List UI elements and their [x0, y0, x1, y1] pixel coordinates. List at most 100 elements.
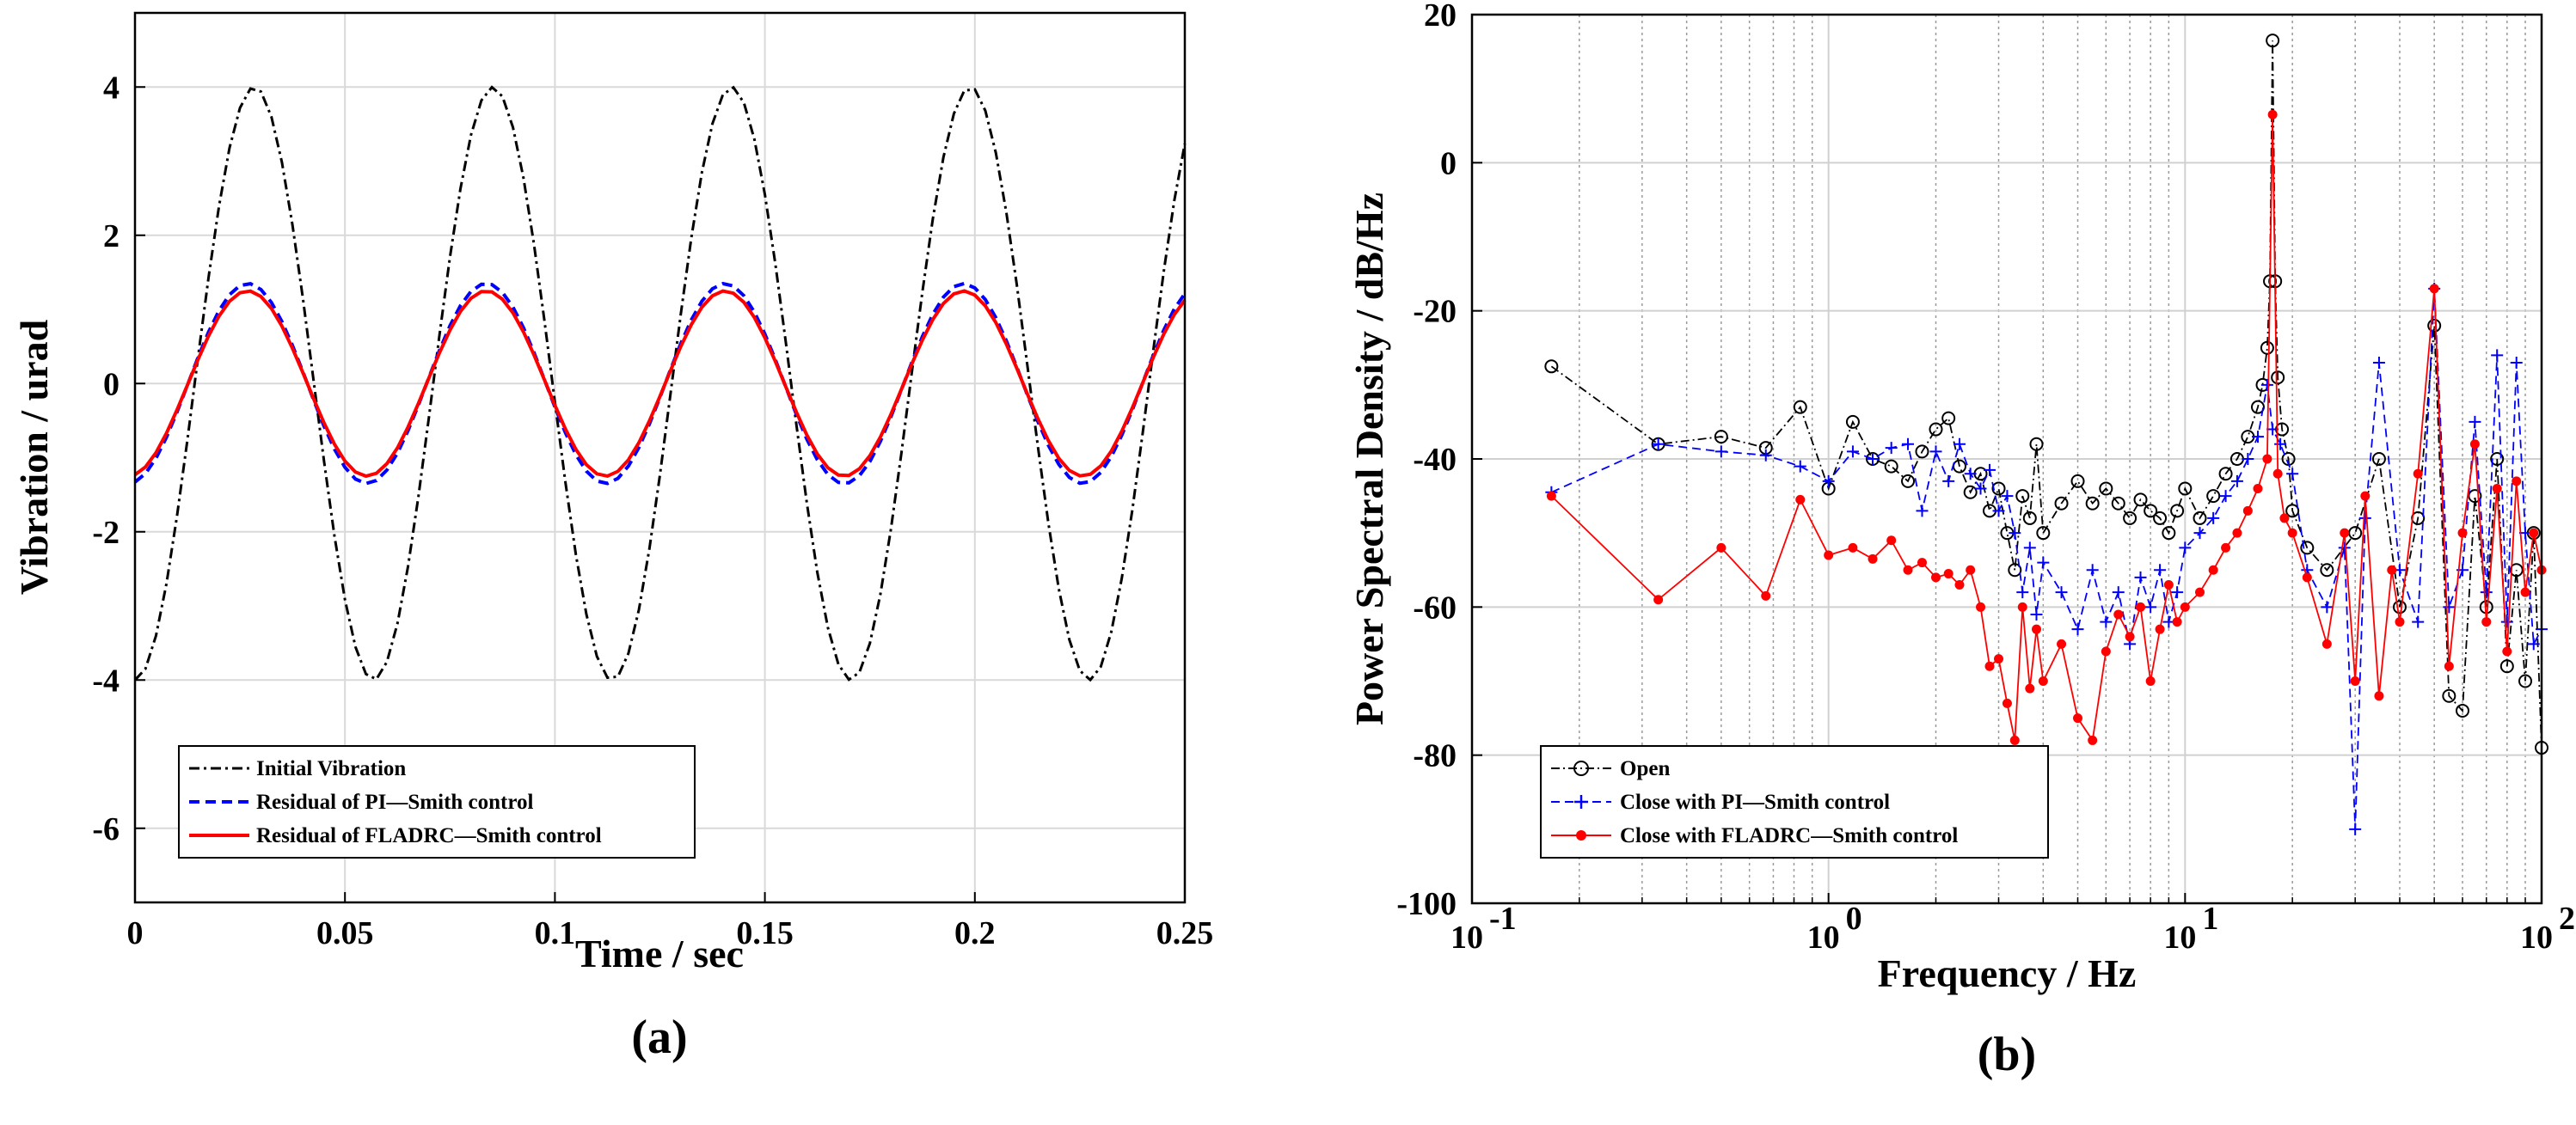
chart-b-point-fladrc — [1716, 542, 1727, 553]
chart-a-series-line-0 — [133, 85, 1187, 682]
chart-b-point-open — [1884, 459, 1898, 474]
chart-b-point-fladrc — [2221, 542, 2231, 553]
chart-b-point-pi — [2527, 638, 2540, 651]
chart-b-point-pi — [2134, 571, 2147, 584]
chart-b-point-open — [2427, 318, 2442, 333]
chart-b-point-fladrc — [1868, 553, 1878, 564]
chart-b-point-fladrc — [2208, 565, 2218, 575]
chart-b-point-fladrc — [2492, 483, 2502, 493]
chart-b-point-fladrc — [2057, 639, 2067, 649]
chart-b-point-pi — [2321, 601, 2334, 614]
chart-b-point-pi — [2372, 356, 2385, 369]
chart-b-point-fladrc — [2272, 468, 2283, 479]
chart-b-ytick-label: -40 — [1413, 442, 1457, 478]
chart-b-point-open — [2371, 452, 2386, 466]
chart-b-point-fladrc — [2387, 565, 2397, 575]
chart-b-point-fladrc — [1824, 550, 1834, 560]
chart-b-point-pi — [2086, 564, 2099, 577]
chart-b-legend-box — [1540, 745, 2049, 859]
chart-a-ylabel: Vibration / urad — [12, 319, 56, 595]
chart-b-point-open — [2518, 674, 2533, 688]
chart-b-point-fladrc — [2395, 617, 2405, 627]
chart-b-point-pi — [1759, 449, 1772, 462]
chart-a-frame — [133, 11, 1187, 904]
chart-b-legend: Open Close with PI—Smith control Close w… — [1540, 745, 2049, 859]
chart-b-point-fladrc — [2374, 691, 2384, 701]
chart-a-xtick-label: 0.25 — [1156, 915, 1214, 951]
chart-a-ytick-label: 2 — [103, 218, 120, 254]
chart-b-point-fladrc — [2002, 698, 2012, 708]
chart-b-series-line-0 — [1550, 40, 2542, 749]
chart-b-point-fladrc — [2502, 646, 2512, 657]
chart-b-point-pi — [1916, 504, 1929, 517]
chart-b-point-pi — [1964, 468, 1977, 480]
chart-b-point-fladrc — [2113, 609, 2124, 620]
chart-b-ytick-label: 20 — [1424, 0, 1457, 34]
chart-b-point-fladrc — [2287, 528, 2297, 538]
chart-b-point-fladrc — [2429, 284, 2439, 294]
chart-b-point-fladrc — [2194, 587, 2205, 597]
chart-b-point-pi — [1652, 437, 1665, 450]
chart-b-point-open — [2300, 541, 2315, 555]
chart-b-point-open — [2266, 34, 2280, 48]
chart-b-point-open — [2499, 659, 2514, 674]
chart-b-point-fladrc — [2180, 602, 2190, 612]
legend-b-label-fladrc: Close with FLADRC—Smith control — [1620, 824, 1958, 847]
chart-b-point-pi — [2144, 601, 2157, 614]
chart-b-point-pi — [2112, 586, 2125, 599]
chart-b-point-pi — [2286, 468, 2299, 480]
chart-b-point-pi — [2193, 527, 2206, 540]
chart-b-point-pi — [2510, 356, 2523, 369]
chart-b-point-fladrc — [2481, 617, 2492, 627]
chart-b-point-pi — [2037, 556, 2050, 569]
chart-b-point-fladrc — [2031, 624, 2041, 634]
legend-a-label-pi: Residual of PI—Smith control — [256, 791, 534, 814]
chart-b-ytick-label: 0 — [1440, 145, 1457, 181]
chart-b-point-pi — [2443, 601, 2456, 614]
chart-b-ytick-label: -20 — [1413, 294, 1457, 330]
chart-b-point-pi — [2154, 564, 2167, 577]
chart-b-point-open — [2285, 504, 2300, 518]
chart-b-point-open — [2022, 511, 2037, 525]
chart-b-point-open — [2456, 703, 2470, 718]
chart-b-xtick-base: 10 — [2163, 920, 2196, 956]
chart-a-series-line-2 — [133, 289, 1187, 479]
chart-b-point-open — [2392, 600, 2407, 614]
chart-b-point-fladrc — [1546, 491, 1556, 501]
chart-b-point-pi — [2412, 615, 2425, 628]
chart-b-point-pi — [2251, 431, 2264, 443]
chart-b-point-fladrc — [2444, 661, 2454, 671]
chart-b-xtick-exponent: 1 — [2202, 901, 2218, 937]
chart-b-point-fladrc — [2413, 468, 2423, 479]
chart-a-xtick-label: 0.15 — [736, 915, 794, 951]
chart-b-point-open — [2123, 511, 2137, 525]
chart-b-point-pi — [2349, 822, 2362, 835]
chart-b-point-pi — [2055, 586, 2068, 599]
chart-b-point-pi — [1902, 437, 1915, 450]
chart-b-panel-label: (b) — [1978, 1028, 2036, 1081]
chart-b-point-open — [2320, 563, 2334, 578]
chart-b-series — [1544, 34, 2548, 835]
chart-a-ytick-label: -4 — [92, 663, 120, 699]
chart-b-point-pi — [2274, 437, 2287, 450]
chart-b-point-fladrc — [2253, 483, 2263, 493]
chart-b-point-fladrc — [2469, 439, 2480, 449]
chart-b-point-fladrc — [2172, 617, 2182, 627]
chart-a-ticks: 0 0.05 0.1 0.15 0.2 0.25 -6 -4 -2 0 2 4 — [92, 70, 1213, 951]
legend-b-label-open: Open — [1620, 757, 1670, 780]
chart-b-point-fladrc — [2101, 646, 2111, 657]
chart-a-panel-label: (a) — [631, 1011, 687, 1064]
chart-b-point-fladrc — [2350, 676, 2360, 686]
chart-b-point-fladrc — [1930, 572, 1941, 583]
chart-b-point-open — [2193, 511, 2207, 525]
chart-a-ytick-label: 0 — [103, 366, 120, 402]
chart-b-point-fladrc — [1966, 565, 1976, 575]
chart-b-point-pi — [2242, 453, 2254, 465]
chart-b-point-fladrc — [2155, 624, 2165, 634]
chart-b-point-pi — [1984, 463, 1996, 476]
chart-b-point-open — [2054, 496, 2069, 511]
chart-a-xtick-label: 0 — [127, 915, 144, 951]
chart-b-point-open — [2008, 563, 2022, 578]
chart-b-point-pi — [2480, 586, 2493, 599]
chart-b-point-fladrc — [2232, 528, 2242, 538]
